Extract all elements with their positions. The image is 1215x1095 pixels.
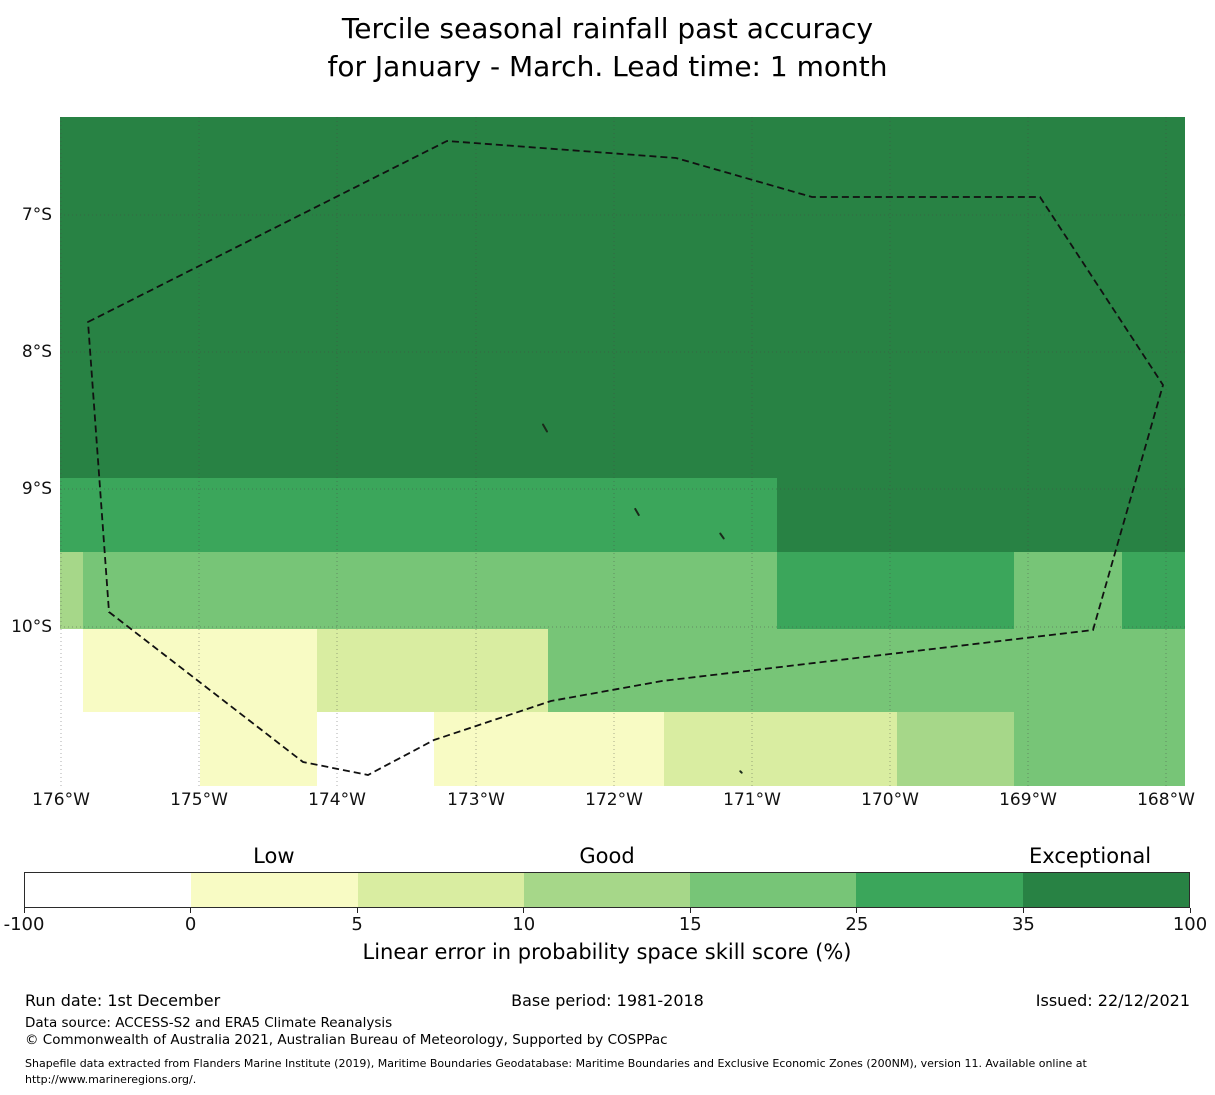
colorbar-axis-label: Linear error in probability space skill … (362, 940, 852, 964)
heatmap-cell (200, 712, 317, 786)
longitude-tick-label: 168°W (1137, 790, 1195, 810)
colorbar-tick-label: -100 (3, 914, 45, 935)
heatmap-cell (1014, 712, 1185, 786)
colorbar-segment (523, 873, 691, 907)
colorbar-tick-label: 35 (1011, 914, 1035, 935)
issued-date-text: Issued: 22/12/2021 (1035, 991, 1190, 1010)
colorbar-tick-mark (523, 908, 525, 913)
run-date-text: Run date: 1st December (25, 991, 221, 1010)
island-mark (634, 507, 640, 517)
colorbar-tick-mark (190, 908, 192, 913)
latitude-tick-label: 10°S (11, 617, 52, 637)
colorbar-tick-label: 100 (1172, 914, 1208, 935)
colorbar-tick-label: 0 (184, 914, 197, 935)
longitude-tick-label: 170°W (861, 790, 919, 810)
colorbar-segment (690, 873, 857, 907)
heatmap-cell (897, 712, 1014, 786)
colorbar-segment (357, 873, 524, 907)
colorbar-tick-mark (356, 908, 358, 913)
heatmap-cell (317, 629, 548, 712)
latitude-tick-label: 7°S (21, 205, 52, 225)
chart-title-line2: for January - March. Lead time: 1 month (327, 50, 888, 83)
base-period-text: Base period: 1981-2018 (511, 991, 704, 1010)
longitude-tick-label: 175°W (170, 790, 228, 810)
chart-title-line1: Tercile seasonal rainfall past accuracy (341, 12, 874, 45)
latitude-tick-label: 8°S (21, 342, 52, 362)
heatmap-cell (664, 712, 897, 786)
shapefile-attribution-line1: Shapefile data extracted from Flanders M… (25, 1057, 1087, 1070)
colorbar-segment (1022, 873, 1189, 907)
heatmap-cell (777, 478, 1185, 552)
colorbar-category-label: Exceptional (1029, 844, 1152, 868)
heatmap-cell (1014, 552, 1122, 629)
colorbar-tick-label: 10 (512, 914, 536, 935)
heatmap-cell (548, 629, 1185, 712)
heatmap-cell (60, 478, 777, 552)
island-mark (542, 423, 548, 433)
heatmap-cell (83, 552, 777, 629)
longitude-tick-label: 169°W (999, 790, 1057, 810)
colorbar-tick-label: 15 (678, 914, 702, 935)
colorbar-tick-mark (1022, 908, 1024, 913)
island-mark (719, 532, 725, 540)
colorbar-tick-label: 5 (351, 914, 363, 935)
heatmap-cell (60, 552, 83, 629)
eez-boundary-line (87, 140, 1164, 776)
longitude-tick-label: 176°W (32, 790, 90, 810)
colorbar-category-label: Low (253, 844, 295, 868)
colorbar-tick-mark (23, 908, 25, 913)
heatmap-cell (777, 552, 1014, 629)
longitude-tick-label: 173°W (447, 790, 505, 810)
longitude-tick-label: 174°W (308, 790, 366, 810)
colorbar-tick-mark (689, 908, 691, 913)
heatmap-cell (60, 117, 1185, 478)
chart-title: Tercile seasonal rainfall past accuracy … (0, 10, 1215, 86)
copyright-text: © Commonwealth of Australia 2021, Austra… (25, 1032, 668, 1048)
colorbar-tick-mark (856, 908, 858, 913)
colorbar-tick-label: 25 (845, 914, 869, 935)
colorbar-segment (191, 873, 358, 907)
island-mark (739, 770, 743, 774)
colorbar-bar (24, 872, 1190, 908)
heatmap-cell (1122, 552, 1185, 629)
colorbar: Low Good Exceptional -100 0 5 10 15 25 35 100 Lin… (4, 844, 1208, 974)
longitude-tick-label: 172°W (585, 790, 643, 810)
colorbar-segment (856, 873, 1023, 907)
heatmap-cell (83, 629, 317, 712)
heatmap-cell (434, 712, 664, 786)
shapefile-attribution-line2: http://www.marineregions.org/. (25, 1073, 197, 1086)
latitude-tick-label: 9°S (21, 479, 52, 499)
colorbar-segment (25, 873, 192, 907)
data-source-text: Data source: ACCESS-S2 and ERA5 Climate … (25, 1015, 393, 1031)
colorbar-tick-mark (1189, 908, 1191, 913)
colorbar-category-label: Good (579, 844, 635, 868)
longitude-tick-label: 171°W (723, 790, 781, 810)
colorbar-category-labels: Low Good Exceptional (24, 844, 1190, 870)
